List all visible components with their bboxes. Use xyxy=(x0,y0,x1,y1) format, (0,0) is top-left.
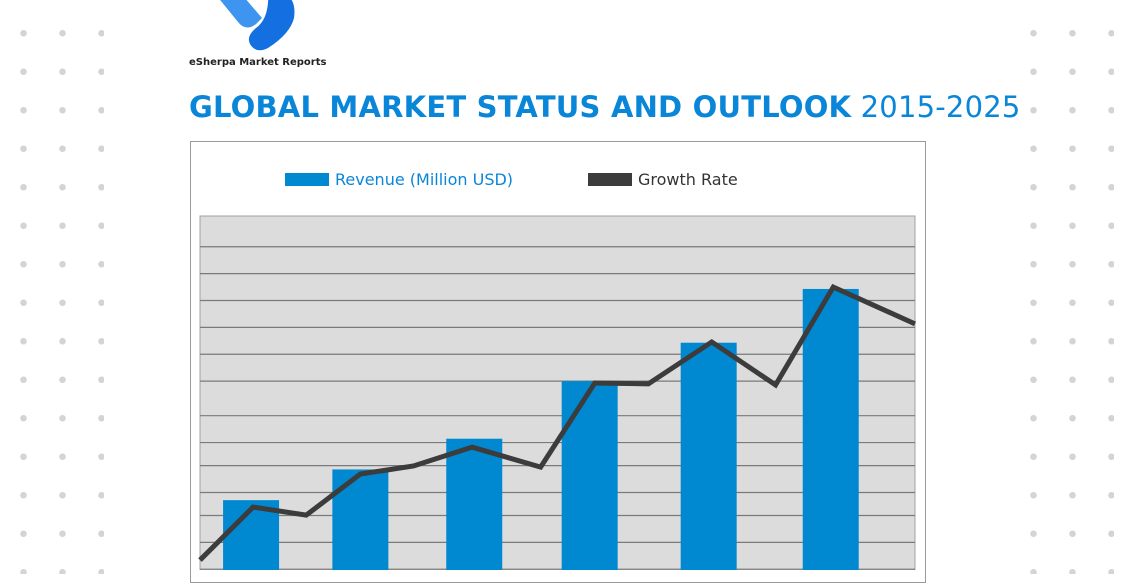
revenue-bar xyxy=(562,381,618,570)
revenue-bar xyxy=(681,343,737,570)
revenue-bar xyxy=(332,469,388,570)
chart-plot xyxy=(0,0,1140,570)
revenue-bar xyxy=(803,289,859,570)
revenue-bar xyxy=(446,439,502,570)
